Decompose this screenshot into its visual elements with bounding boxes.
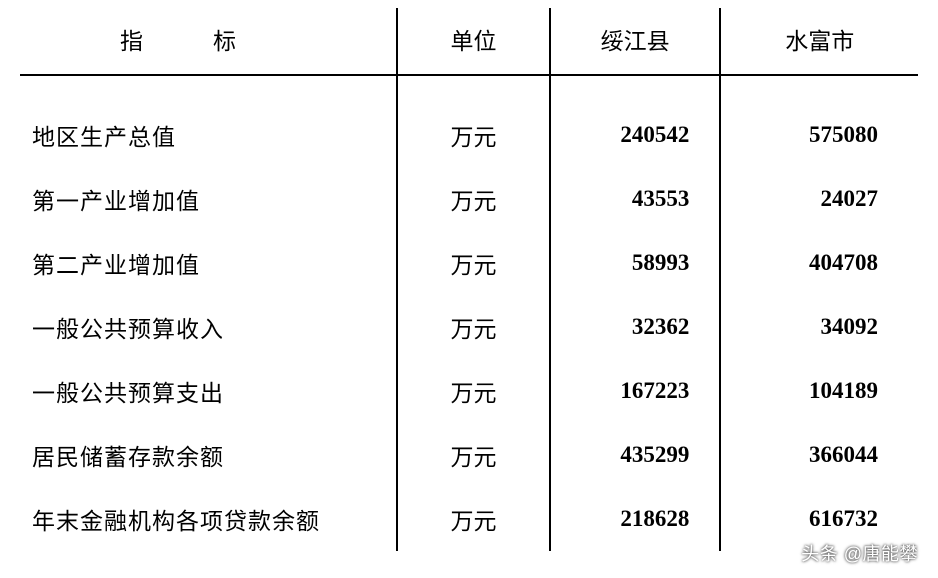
table-row: 第一产业增加值 万元 43553 24027 [20,167,918,231]
unit-cell: 万元 [397,103,550,167]
unit-cell: 万元 [397,167,550,231]
value-cell-region1: 58993 [550,231,721,295]
header-unit: 单位 [397,8,550,75]
table-row: 一般公共预算收入 万元 32362 34092 [20,295,918,359]
header-indicator: 指标 [20,8,397,75]
table-row: 年末金融机构各项贷款余额 万元 218628 616732 [20,487,918,551]
value-cell-region2: 24027 [720,167,918,231]
table-row: 地区生产总值 万元 240542 575080 [20,103,918,167]
value-cell-region2: 366044 [720,423,918,487]
indicator-cell: 一般公共预算收入 [20,295,397,359]
value-cell-region1: 43553 [550,167,721,231]
value-cell-region2: 404708 [720,231,918,295]
header-region2: 水富市 [720,8,918,75]
value-cell-region2: 575080 [720,103,918,167]
spacer-row [20,75,918,103]
indicator-cell: 第二产业增加值 [20,231,397,295]
unit-cell: 万元 [397,359,550,423]
economic-indicators-table: 指标 单位 绥江县 水富市 地区生产总值 万元 240542 575080 第一… [0,0,938,551]
value-cell-region2: 34092 [720,295,918,359]
unit-cell: 万元 [397,295,550,359]
indicator-cell: 年末金融机构各项贷款余额 [20,487,397,551]
table-row: 第二产业增加值 万元 58993 404708 [20,231,918,295]
indicator-cell: 一般公共预算支出 [20,359,397,423]
value-cell-region1: 435299 [550,423,721,487]
value-cell-region1: 167223 [550,359,721,423]
value-cell-region1: 32362 [550,295,721,359]
data-table: 指标 单位 绥江县 水富市 地区生产总值 万元 240542 575080 第一… [20,8,918,551]
value-cell-region1: 240542 [550,103,721,167]
value-cell-region2: 104189 [720,359,918,423]
unit-cell: 万元 [397,423,550,487]
unit-cell: 万元 [397,231,550,295]
header-row: 指标 单位 绥江县 水富市 [20,8,918,75]
indicator-cell: 第一产业增加值 [20,167,397,231]
watermark-text: 头条 @唐能攀 [801,540,918,566]
value-cell-region1: 218628 [550,487,721,551]
indicator-cell: 居民储蓄存款余额 [20,423,397,487]
table-row: 一般公共预算支出 万元 167223 104189 [20,359,918,423]
unit-cell: 万元 [397,487,550,551]
indicator-cell: 地区生产总值 [20,103,397,167]
table-row: 居民储蓄存款余额 万元 435299 366044 [20,423,918,487]
header-region1: 绥江县 [550,8,721,75]
